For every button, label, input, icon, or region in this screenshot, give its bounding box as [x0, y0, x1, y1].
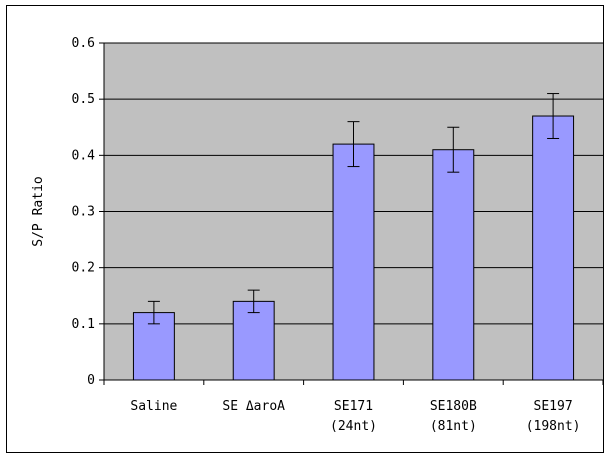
y-tick-label: 0.6 [72, 36, 95, 51]
x-tick-label: (198nt) [526, 419, 581, 434]
axes [99, 42, 604, 385]
y-tick-label: 0.1 [72, 317, 95, 332]
bar [232, 300, 275, 381]
y-tick-label: 0.3 [72, 205, 95, 220]
x-tick-labels: Saline SE ΔaroA SE171 (24nt) SE180B (81nt) SE1… [130, 399, 580, 434]
bars [132, 115, 575, 381]
x-tick-label: SE197 [534, 399, 573, 414]
bar [432, 149, 475, 381]
y-tick-label: 0.4 [72, 148, 96, 163]
y-tick-label: 0.2 [72, 261, 95, 276]
y-axis-label: S/P Ratio [31, 176, 46, 246]
y-tick-label: 0 [87, 373, 95, 388]
bar [532, 115, 575, 381]
error-bars [147, 93, 560, 325]
y-tick-label: 0.5 [72, 92, 95, 107]
x-tick-label: SE ΔaroA [222, 399, 285, 414]
x-tick-label: SE171 [334, 399, 373, 414]
y-tick-labels: 0 0.1 0.2 0.3 0.4 0.5 0.6 [72, 36, 96, 388]
x-tick-label: Saline [130, 399, 177, 414]
bar [332, 143, 375, 381]
x-tick-label: (24nt) [330, 419, 377, 434]
x-tick-label: (81nt) [430, 419, 477, 434]
x-tick-label: SE180B [430, 399, 477, 414]
